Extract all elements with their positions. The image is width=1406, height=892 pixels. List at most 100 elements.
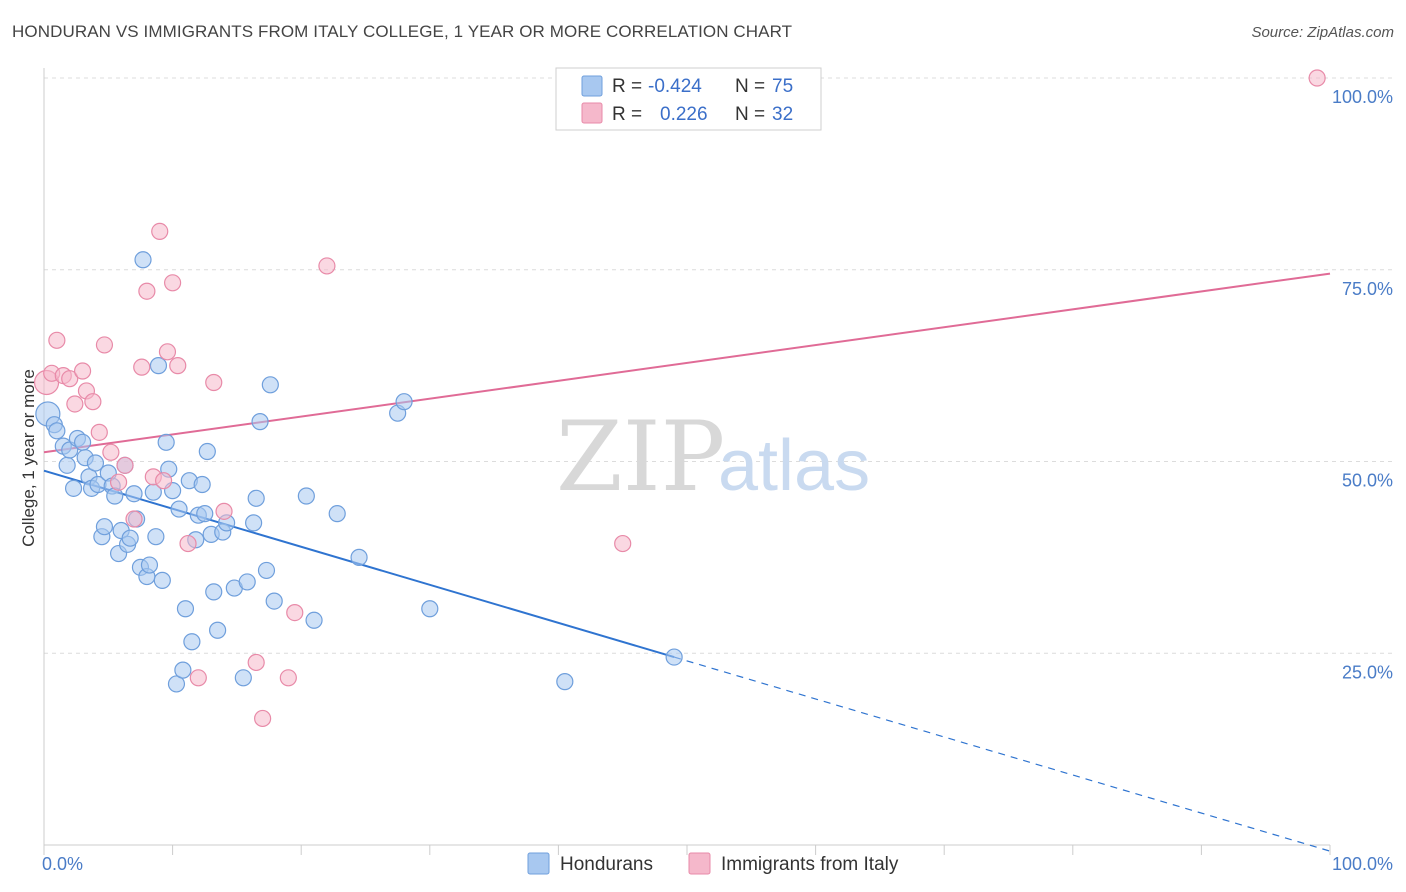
point-hondurans-31: [147, 528, 165, 546]
legend-swatch-hondurans: [581, 75, 603, 97]
point-hondurans-55: [238, 573, 256, 591]
legend-n-label-hondurans: N =: [735, 76, 765, 97]
point-hondurans-12: [86, 454, 105, 472]
watermark-zip: ZIP: [556, 401, 725, 513]
bottom-legend-label-hondurans: Hondurans: [560, 854, 653, 875]
point-italy-4: [61, 370, 79, 388]
point-hondurans-54: [234, 669, 252, 687]
point-hondurans-46: [196, 505, 214, 523]
point-italy-8: [84, 393, 102, 411]
point-hondurans-24: [125, 485, 143, 503]
point-italy-15: [133, 358, 151, 376]
point-hondurans-29: [140, 556, 159, 574]
point-hondurans-34: [157, 433, 175, 451]
point-italy-21: [164, 274, 182, 292]
grid-lines: [44, 77, 1394, 654]
chart-title: HONDURAN VS IMMIGRANTS FROM ITALY COLLEG…: [12, 22, 793, 41]
point-italy-26: [215, 502, 233, 520]
point-hondurans-27: [134, 251, 152, 269]
legend-n-value-hondurans: 75: [772, 76, 793, 97]
point-italy-27: [247, 653, 265, 672]
y-axis-label: College, 1 year or more: [19, 369, 38, 547]
bottom-legend: Hondurans Immigrants from Italy: [527, 852, 899, 875]
point-hondurans-65: [350, 548, 368, 566]
point-hondurans-67: [395, 393, 413, 411]
point-italy-5: [66, 395, 84, 413]
source-label: Source: ZipAtlas.com: [1251, 24, 1394, 41]
point-hondurans-49: [205, 583, 223, 601]
point-hondurans-33: [153, 571, 171, 589]
point-italy-20: [158, 343, 177, 361]
point-hondurans-58: [251, 413, 269, 431]
point-italy-11: [102, 443, 120, 461]
y-tick-label-3: 100.0%: [1332, 87, 1393, 107]
point-hondurans-2: [48, 422, 66, 440]
point-hondurans-59: [257, 561, 276, 580]
point-hondurans-62: [297, 487, 315, 505]
point-hondurans-70: [665, 648, 683, 666]
trend-lines: [43, 272, 1331, 852]
point-italy-29: [279, 669, 297, 687]
point-italy-9: [90, 423, 108, 441]
y-tick-label-0: 25.0%: [1342, 662, 1393, 682]
y-tick-label-2: 75.0%: [1342, 279, 1393, 299]
point-hondurans-15: [95, 518, 114, 536]
point-hondurans-56: [245, 514, 263, 532]
point-italy-14: [125, 510, 143, 528]
point-hondurans-8: [73, 433, 92, 451]
legend-r-value-hondurans: -0.424: [648, 76, 702, 97]
point-italy-10: [95, 336, 114, 354]
point-italy-6: [73, 362, 92, 380]
point-italy-16: [138, 282, 156, 300]
point-hondurans-6: [64, 479, 83, 497]
top-legend: R = -0.424 N = 75 R = 0.226 N = 32: [555, 67, 822, 131]
bottom-legend-swatch-hondurans: [527, 852, 550, 875]
point-hondurans-23: [121, 529, 139, 547]
legend-r-value-italy: 0.226: [660, 104, 708, 125]
x-tick-label-0: 0.0%: [42, 854, 83, 874]
point-italy-23: [179, 534, 197, 553]
point-italy-19: [154, 472, 173, 490]
x-tick-label-1: 100.0%: [1332, 854, 1393, 874]
point-italy-32: [614, 534, 632, 553]
point-hondurans-63: [305, 611, 323, 629]
point-italy-13: [116, 456, 134, 474]
point-hondurans-38: [170, 500, 188, 518]
point-italy-18: [151, 222, 169, 240]
point-hondurans-42: [183, 633, 201, 651]
y-tick-labels: 25.0% 50.0% 75.0% 100.0%: [1332, 87, 1393, 682]
legend-n-label-italy: N =: [735, 104, 765, 125]
point-italy-31: [318, 257, 336, 275]
point-hondurans-50: [209, 621, 227, 639]
point-hondurans-32: [149, 357, 168, 375]
point-hondurans-39: [174, 661, 192, 679]
axes: [43, 68, 1331, 855]
legend-swatch-italy: [581, 102, 603, 124]
point-hondurans-45: [193, 475, 211, 494]
y-tick-label-1: 50.0%: [1342, 471, 1393, 491]
bottom-legend-label-italy: Immigrants from Italy: [721, 854, 899, 875]
point-hondurans-61: [265, 592, 283, 610]
trend-line-hondurans-extrapolated: [673, 656, 1331, 852]
point-hondurans-64: [328, 505, 346, 523]
point-italy-2: [48, 331, 66, 349]
watermark-atlas: atlas: [718, 426, 870, 506]
point-italy-30: [286, 603, 304, 622]
point-italy-24: [189, 669, 207, 687]
legend-r-label-italy: R =: [612, 104, 642, 125]
point-hondurans-68: [421, 600, 439, 618]
point-italy-22: [169, 357, 187, 375]
point-hondurans-57: [247, 489, 265, 507]
watermark: ZIP atlas: [556, 401, 870, 513]
data-points: [33, 69, 1326, 728]
bottom-legend-swatch-italy: [688, 852, 711, 875]
point-italy-28: [254, 709, 272, 728]
point-hondurans-4: [58, 456, 76, 474]
point-italy-12: [109, 473, 128, 491]
legend-n-value-italy: 32: [772, 104, 793, 125]
point-italy-25: [205, 373, 223, 392]
point-hondurans-60: [261, 376, 279, 394]
point-italy-33: [1308, 69, 1326, 87]
x-tick-labels: 0.0% 100.0%: [42, 854, 1393, 874]
